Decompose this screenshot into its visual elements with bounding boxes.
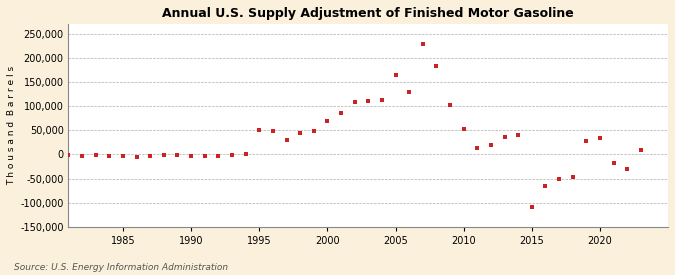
Point xyxy=(417,42,428,46)
Point xyxy=(349,100,360,104)
Point xyxy=(445,103,456,107)
Point xyxy=(199,154,210,158)
Point xyxy=(186,154,196,159)
Text: Source: U.S. Energy Information Administration: Source: U.S. Energy Information Administ… xyxy=(14,263,227,272)
Point xyxy=(308,129,319,133)
Point xyxy=(526,205,537,209)
Point xyxy=(227,153,238,157)
Point xyxy=(595,135,605,140)
Point xyxy=(131,155,142,159)
Point xyxy=(295,131,306,135)
Point xyxy=(172,153,183,158)
Point xyxy=(499,134,510,139)
Point xyxy=(431,64,442,68)
Point xyxy=(254,128,265,133)
Point xyxy=(104,154,115,158)
Point xyxy=(281,138,292,142)
Point xyxy=(581,139,592,144)
Point xyxy=(554,177,564,181)
Point xyxy=(145,154,156,158)
Y-axis label: T h o u s a n d  B a r r e l s: T h o u s a n d B a r r e l s xyxy=(7,66,16,185)
Point xyxy=(472,146,483,150)
Point xyxy=(390,73,401,77)
Point xyxy=(622,167,632,171)
Point xyxy=(404,89,414,94)
Point xyxy=(635,147,646,152)
Point xyxy=(63,153,74,158)
Point xyxy=(513,133,524,137)
Point xyxy=(77,154,88,158)
Point xyxy=(117,154,128,159)
Point xyxy=(485,143,496,147)
Point xyxy=(159,153,169,158)
Point xyxy=(213,154,224,158)
Point xyxy=(322,119,333,123)
Point xyxy=(458,127,469,131)
Point xyxy=(267,129,278,133)
Point xyxy=(540,184,551,188)
Point xyxy=(377,98,387,102)
Point xyxy=(608,161,619,165)
Title: Annual U.S. Supply Adjustment of Finished Motor Gasoline: Annual U.S. Supply Adjustment of Finishe… xyxy=(163,7,574,20)
Point xyxy=(335,111,346,116)
Point xyxy=(240,152,251,157)
Point xyxy=(90,153,101,158)
Point xyxy=(567,175,578,179)
Point xyxy=(363,99,374,103)
